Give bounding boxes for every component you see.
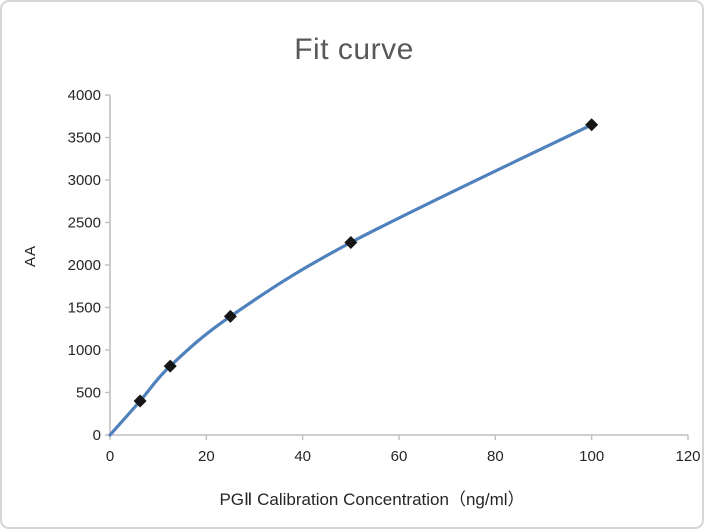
x-tick-label: 100 xyxy=(579,448,604,465)
chart-title: Fit curve xyxy=(294,33,414,66)
data-point-marker xyxy=(133,394,147,408)
y-tick-label: 2500 xyxy=(68,215,101,232)
data-point-marker xyxy=(163,359,177,373)
y-tick-label: 1500 xyxy=(68,300,101,317)
data-point-marker xyxy=(344,235,358,249)
x-tick-label: 20 xyxy=(198,448,215,465)
x-tick-label: 120 xyxy=(675,448,700,465)
y-tick-label: 0 xyxy=(93,427,101,444)
fit-curve-line xyxy=(108,123,594,437)
x-tick-label: 80 xyxy=(487,448,504,465)
data-point-marker xyxy=(223,309,237,323)
x-tick-label: 40 xyxy=(294,448,311,465)
y-tick-label: 3000 xyxy=(68,172,101,189)
y-tick-label: 500 xyxy=(76,385,101,402)
x-tick-label: 0 xyxy=(106,448,114,465)
y-tick-label: 2000 xyxy=(68,257,101,274)
x-tick-label: 60 xyxy=(391,448,408,465)
y-tick-label: 1000 xyxy=(68,342,101,359)
data-point-marker xyxy=(585,118,599,132)
y-tick-label: 3500 xyxy=(68,130,101,147)
y-tick-label: 4000 xyxy=(68,87,101,104)
x-axis-title: PGⅡ Calibration Concentration（ng/ml） xyxy=(219,490,525,509)
